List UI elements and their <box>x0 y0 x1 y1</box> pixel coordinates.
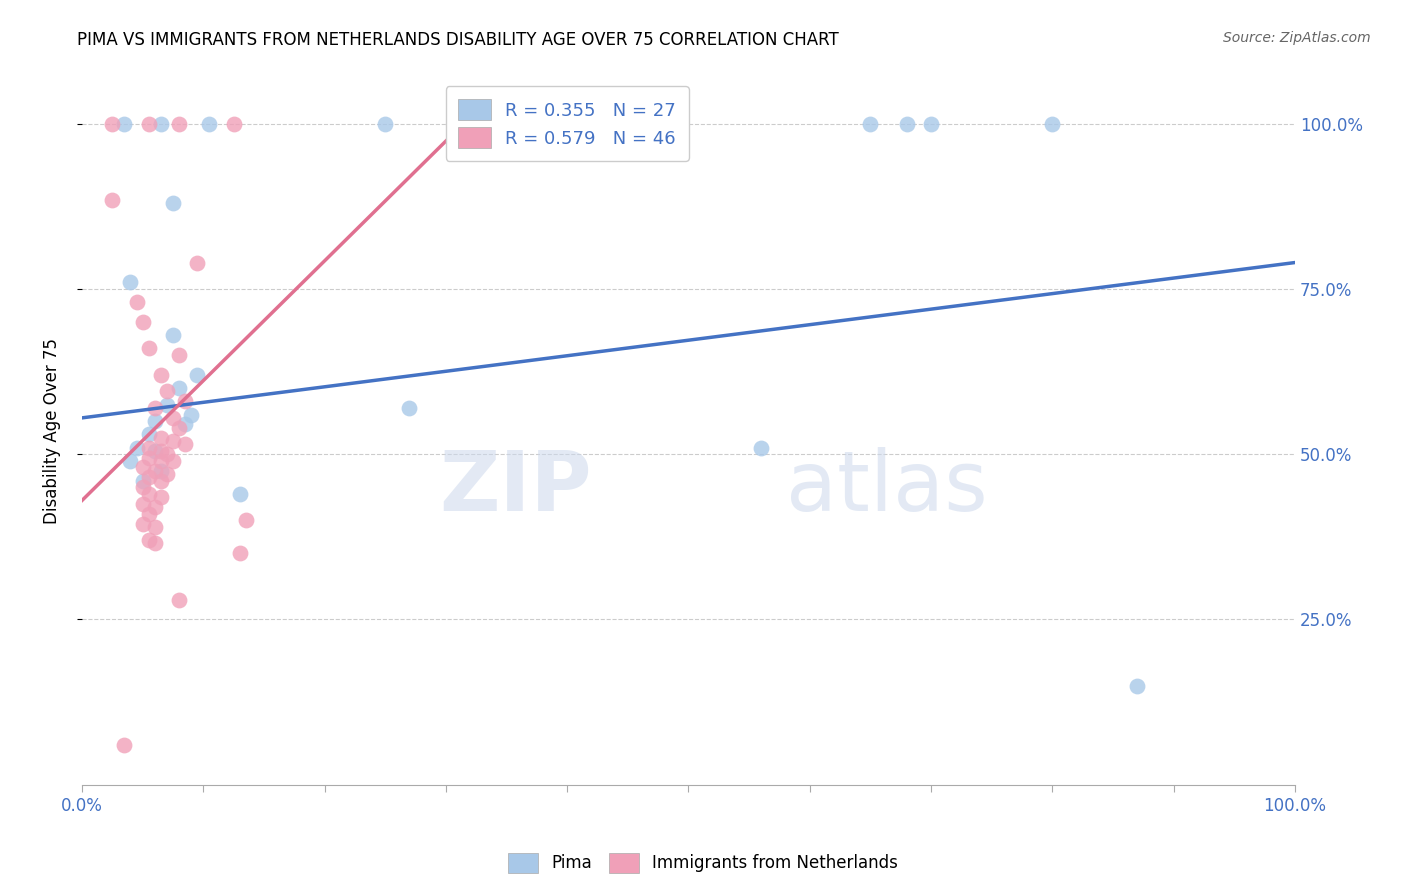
Text: ZIP: ZIP <box>439 447 592 528</box>
Point <box>162 410 184 425</box>
Point <box>143 444 166 458</box>
Point <box>1042 117 1064 131</box>
Point <box>398 401 420 415</box>
Point <box>138 470 160 484</box>
Point <box>131 315 153 329</box>
Point <box>149 490 172 504</box>
Point <box>162 328 184 343</box>
Point <box>120 454 142 468</box>
Point <box>131 480 153 494</box>
Text: PIMA VS IMMIGRANTS FROM NETHERLANDS DISABILITY AGE OVER 75 CORRELATION CHART: PIMA VS IMMIGRANTS FROM NETHERLANDS DISA… <box>77 31 839 49</box>
Point <box>138 117 160 131</box>
Point <box>131 474 153 488</box>
Point <box>167 381 190 395</box>
Point <box>162 454 184 468</box>
Point <box>167 348 190 362</box>
Point <box>162 196 184 211</box>
Point <box>149 368 172 382</box>
Text: Source: ZipAtlas.com: Source: ZipAtlas.com <box>1223 31 1371 45</box>
Point <box>112 117 135 131</box>
Point <box>101 193 124 207</box>
Point <box>920 117 942 131</box>
Point <box>138 427 160 442</box>
Point <box>228 546 250 560</box>
Point <box>156 447 179 461</box>
Point <box>101 117 124 131</box>
Point <box>167 117 190 131</box>
Point <box>156 384 179 399</box>
Point <box>1126 679 1149 693</box>
Point <box>138 507 160 521</box>
Point <box>125 295 148 310</box>
Point <box>125 441 148 455</box>
Point <box>174 417 197 432</box>
Point <box>143 414 166 428</box>
Legend: R = 0.355   N = 27, R = 0.579   N = 46: R = 0.355 N = 27, R = 0.579 N = 46 <box>446 87 689 161</box>
Point <box>896 117 918 131</box>
Point <box>484 117 506 131</box>
Point <box>131 497 153 511</box>
Point <box>859 117 882 131</box>
Point <box>180 408 202 422</box>
Point <box>156 467 179 481</box>
Point <box>167 592 190 607</box>
Point <box>149 444 172 458</box>
Point <box>374 117 396 131</box>
Text: atlas: atlas <box>786 447 987 528</box>
Legend: Pima, Immigrants from Netherlands: Pima, Immigrants from Netherlands <box>502 847 904 880</box>
Point <box>149 117 172 131</box>
Point <box>186 368 208 382</box>
Point <box>198 117 221 131</box>
Point <box>186 255 208 269</box>
Point <box>174 394 197 409</box>
Point <box>131 460 153 475</box>
Point <box>138 487 160 501</box>
Y-axis label: Disability Age Over 75: Disability Age Over 75 <box>44 338 60 524</box>
Point <box>162 434 184 448</box>
Point <box>131 516 153 531</box>
Point <box>143 500 166 515</box>
Point <box>149 454 172 468</box>
Point <box>167 421 190 435</box>
Point <box>149 464 172 478</box>
Point <box>138 533 160 548</box>
Point <box>143 401 166 415</box>
Point <box>228 487 250 501</box>
Point <box>143 464 166 478</box>
Point <box>149 474 172 488</box>
Point <box>112 738 135 752</box>
Point <box>138 441 160 455</box>
Point <box>138 450 160 465</box>
Point <box>143 536 166 550</box>
Point <box>120 276 142 290</box>
Point <box>143 520 166 534</box>
Point <box>156 398 179 412</box>
Point <box>235 513 257 527</box>
Point <box>174 437 197 451</box>
Point <box>749 441 772 455</box>
Point <box>149 431 172 445</box>
Point <box>138 342 160 356</box>
Point <box>222 117 245 131</box>
